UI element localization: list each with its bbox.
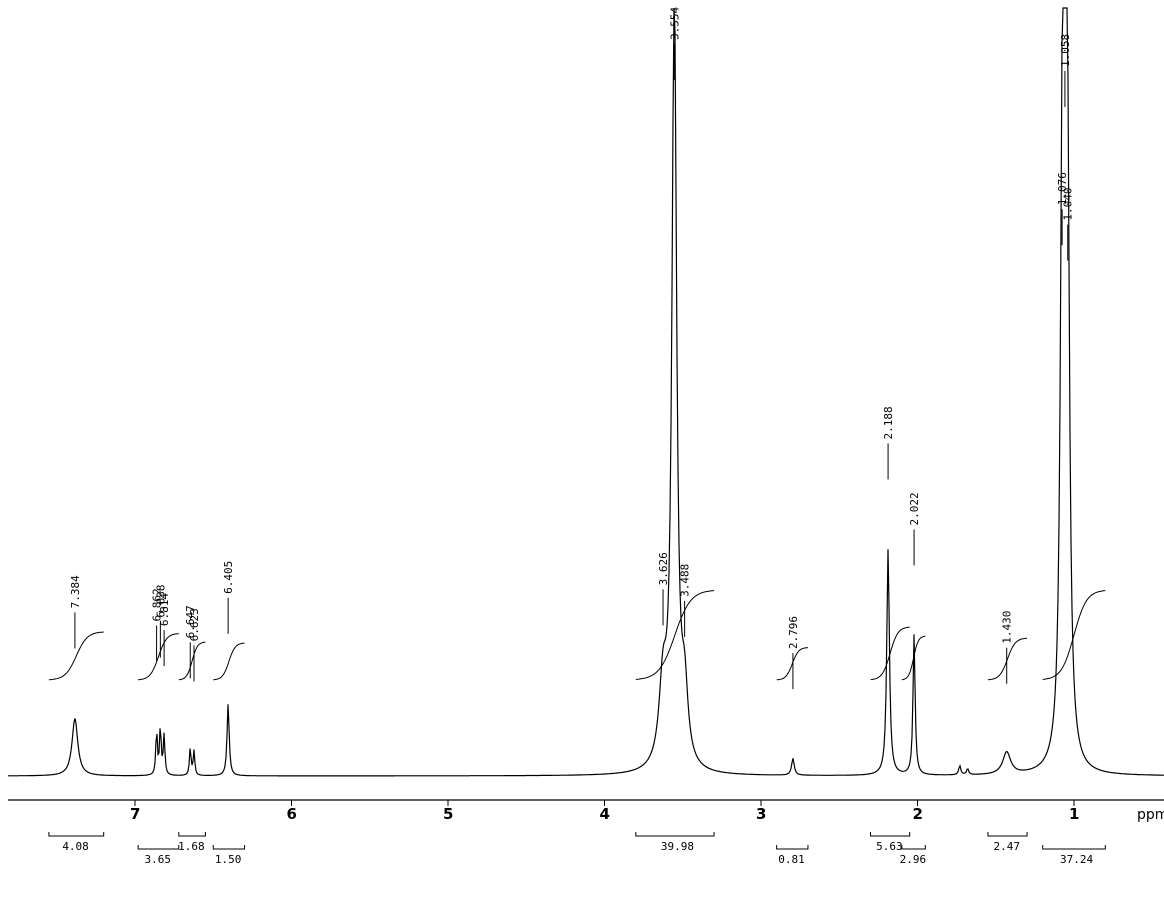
peak-label: 6.647 bbox=[184, 605, 197, 638]
peak-label: 2.796 bbox=[787, 616, 800, 649]
peak-label: 1.430 bbox=[1001, 611, 1014, 644]
integral-bracket bbox=[212, 845, 246, 850]
peak-label: 3.488 bbox=[679, 564, 692, 597]
axis-tick-label: 5 bbox=[443, 805, 453, 823]
integral-curve bbox=[1042, 590, 1106, 680]
axis-tick-label: 2 bbox=[913, 805, 923, 823]
peak-label: 1.076 bbox=[1056, 172, 1069, 205]
axis-tick-labels: 7 6 5 4 3 2 1 bbox=[130, 800, 1079, 823]
integral-value-label: 1.68 bbox=[178, 840, 205, 853]
integral-value-label: 2.96 bbox=[900, 853, 927, 866]
integral-curve bbox=[178, 641, 206, 681]
peak-label: 6.862 bbox=[151, 588, 164, 621]
integral-value-label: 3.65 bbox=[144, 853, 171, 866]
integral-bracket bbox=[137, 845, 180, 850]
integral-value-label: 1.50 bbox=[215, 853, 242, 866]
peak-label: 6.814 bbox=[158, 593, 171, 626]
integral-labels: 4.08 3.65 1.68 1.50 39.98 0.81 5.632.96 2.47 37.… bbox=[48, 832, 1106, 866]
axis-tick-label: 3 bbox=[756, 805, 766, 823]
integral-curve bbox=[213, 642, 245, 681]
peak-label: 2.022 bbox=[908, 492, 921, 525]
peak-label: 1.040 bbox=[1062, 187, 1075, 220]
integral-value-label: 0.81 bbox=[778, 853, 805, 866]
peak-label: 7.384 bbox=[69, 575, 82, 608]
integral-bracket bbox=[1042, 845, 1106, 850]
integral-bracket bbox=[178, 832, 206, 837]
integral-value-label: 5.63 bbox=[876, 840, 903, 853]
integral-bracket bbox=[870, 832, 911, 837]
integral-bracket bbox=[901, 845, 926, 850]
integral-bracket bbox=[776, 845, 809, 850]
integral-curve bbox=[138, 633, 179, 681]
x-axis-unit-label: ppm bbox=[1137, 807, 1164, 823]
peak-label: 6.623 bbox=[188, 608, 201, 641]
integral-curves bbox=[48, 590, 1106, 681]
integral-value-label: 37.24 bbox=[1060, 853, 1093, 866]
axis-tick-label: 1 bbox=[1069, 805, 1079, 823]
integral-curve bbox=[776, 647, 809, 681]
integral-value-label: 2.47 bbox=[993, 840, 1020, 853]
spectrum-trace bbox=[8, 7, 1164, 777]
integral-curve bbox=[48, 631, 104, 681]
peak-label: 6.405 bbox=[222, 561, 235, 594]
integral-curve bbox=[987, 637, 1028, 681]
peak-label: 1.058 bbox=[1059, 34, 1072, 67]
axis-tick-label: 4 bbox=[600, 805, 610, 823]
integral-value-label: 4.08 bbox=[62, 840, 89, 853]
integral-bracket bbox=[48, 832, 105, 837]
integral-curve bbox=[635, 590, 715, 680]
peak-label: 3.554 bbox=[668, 7, 681, 40]
peak-label: 2.188 bbox=[882, 406, 895, 439]
axis-tick-label: 6 bbox=[287, 805, 297, 823]
integral-value-label: 39.98 bbox=[661, 840, 694, 853]
axis-tick-label: 7 bbox=[130, 805, 140, 823]
integral-bracket bbox=[987, 832, 1028, 837]
peak-label: 3.626 bbox=[657, 552, 670, 585]
integral-bracket bbox=[635, 832, 715, 837]
peak-label: 6.838 bbox=[154, 584, 167, 617]
